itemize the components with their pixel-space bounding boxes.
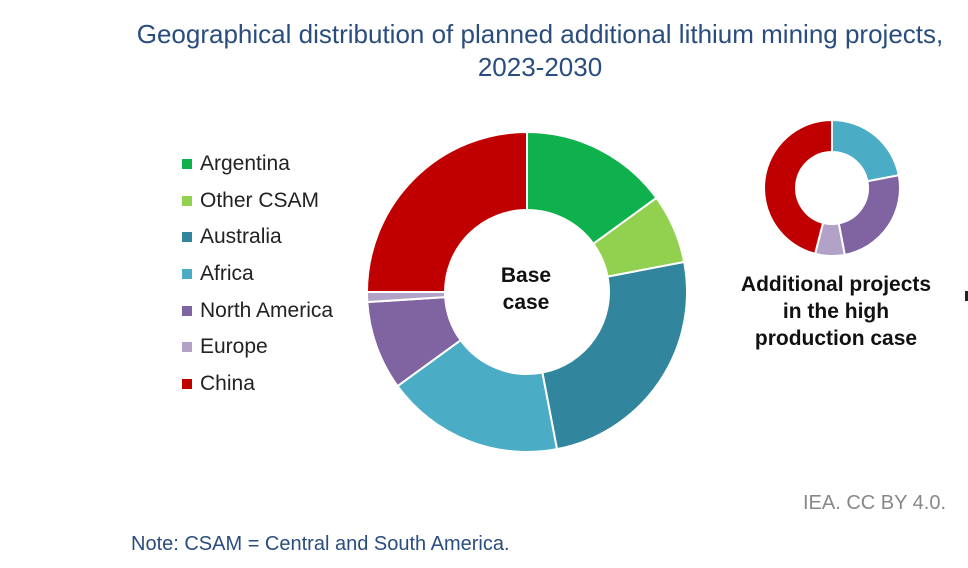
legend-item-north-america: North America	[182, 292, 333, 329]
legend-swatch	[182, 342, 192, 353]
slice-north-america	[837, 174, 901, 256]
high-case-label-line: Additional projects	[740, 273, 932, 296]
legend-label: Australia	[200, 225, 282, 249]
legend-item-australia: Australia	[182, 219, 333, 256]
legend-swatch	[182, 378, 192, 389]
legend-label: Europe	[200, 335, 268, 359]
base-case-label-line: Base	[500, 264, 552, 287]
slice-australia	[541, 260, 688, 451]
legend-swatch	[182, 195, 192, 206]
legend-swatch	[182, 232, 192, 243]
legend-item-argentina: Argentina	[182, 146, 333, 183]
legend-label: China	[200, 371, 255, 395]
slice-africa	[831, 118, 900, 183]
base-case-donut	[365, 130, 688, 453]
legend: Argentina Other CSAM Australia Africa No…	[182, 146, 333, 402]
legend-label: Africa	[200, 262, 254, 286]
high-case-label: Additional projects in the high producti…	[720, 271, 952, 352]
legend-item-china: China	[182, 366, 333, 403]
high-case-donut	[763, 118, 901, 257]
footnote: Note: CSAM = Central and South America.	[131, 533, 510, 555]
high-case-label-line: in the high	[782, 300, 890, 323]
legend-swatch	[182, 305, 192, 316]
legend-item-other-csam: Other CSAM	[182, 183, 333, 220]
legend-item-europe: Europe	[182, 329, 333, 366]
source-credit: IEA. CC BY 4.0.	[802, 492, 946, 514]
edge-mark	[965, 291, 968, 301]
legend-swatch	[182, 269, 192, 280]
legend-label: Argentina	[200, 152, 290, 176]
chart-title: Geographical distribution of planned add…	[136, 19, 944, 82]
legend-label: Other CSAM	[200, 188, 320, 212]
legend-label: North America	[200, 298, 334, 322]
base-case-label: Base case	[466, 262, 586, 316]
high-case-label-line: production case	[754, 327, 918, 350]
legend-swatch	[182, 159, 192, 170]
base-case-label-line: case	[502, 291, 550, 314]
slice-china	[365, 130, 528, 293]
slice-africa	[396, 338, 559, 453]
legend-item-africa: Africa	[182, 256, 333, 293]
slice-china	[763, 118, 833, 256]
